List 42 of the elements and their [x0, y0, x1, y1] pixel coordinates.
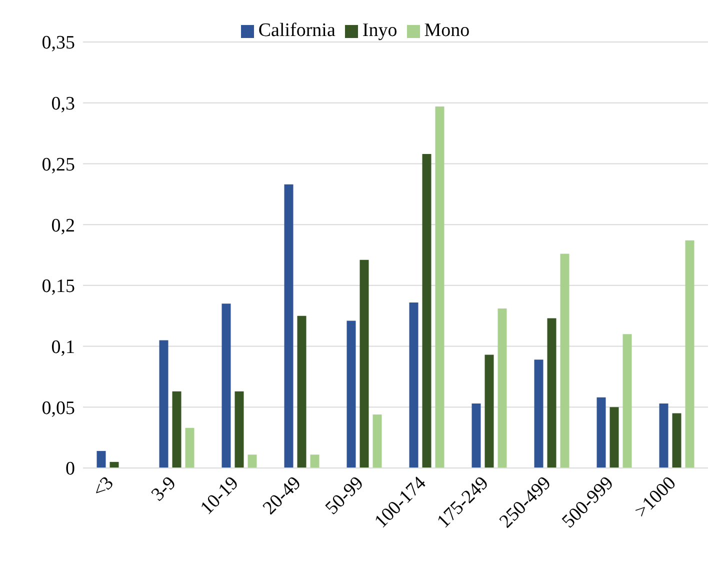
- bar: [172, 391, 182, 468]
- bar: [248, 454, 257, 468]
- y-tick-label: 0,15: [42, 276, 75, 298]
- bar: [659, 403, 668, 468]
- bar: [484, 354, 494, 468]
- bar: [409, 302, 418, 468]
- bar: [346, 320, 356, 468]
- bar: [472, 403, 481, 468]
- bar: [435, 106, 444, 468]
- x-tick-label: 3-9: [148, 472, 180, 506]
- y-tick-label: 0,05: [42, 398, 75, 419]
- bar: [422, 154, 432, 468]
- legend-label: Mono: [424, 20, 470, 41]
- bar: [96, 450, 106, 468]
- bar: [672, 413, 682, 468]
- bar: [284, 184, 294, 468]
- bar: [498, 308, 507, 468]
- bar: [234, 391, 244, 468]
- y-tick-label: 0: [66, 458, 75, 480]
- legend-label: Inyo: [362, 20, 398, 41]
- bar: [685, 240, 694, 468]
- bar: [222, 304, 231, 468]
- y-tick-label: 0,35: [42, 32, 75, 54]
- y-tick-label: 0,2: [51, 215, 75, 236]
- bar: [610, 407, 619, 468]
- bar: [159, 340, 168, 468]
- legend-label: California: [258, 20, 336, 41]
- bar: [560, 254, 570, 468]
- bar: [360, 260, 369, 468]
- y-tick-label: 0,25: [42, 154, 75, 176]
- y-tick-label: 0,1: [51, 337, 75, 358]
- bar: [297, 316, 306, 468]
- bar: [372, 414, 382, 468]
- bar: [185, 428, 194, 468]
- x-tick-label: <3: [88, 472, 118, 502]
- bar: [310, 454, 320, 468]
- bar: [110, 462, 119, 468]
- bar: [622, 334, 632, 468]
- bar: [596, 397, 606, 468]
- bar: [547, 318, 556, 468]
- bar: [534, 360, 544, 468]
- y-tick-label: 0,3: [51, 94, 75, 115]
